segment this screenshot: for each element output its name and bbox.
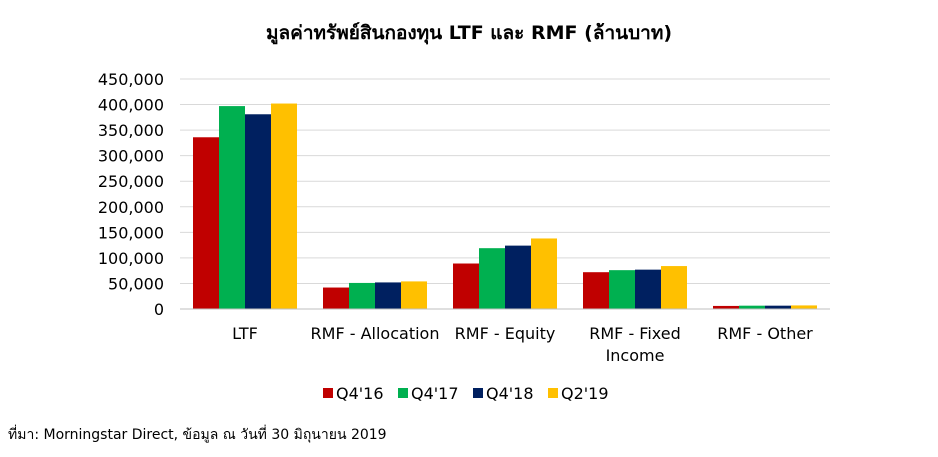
y-tick-label: 0 xyxy=(154,300,164,319)
bar xyxy=(635,269,661,309)
bar xyxy=(479,248,505,309)
legend-label: Q2'19 xyxy=(561,384,609,403)
x-tick-label: RMF - Allocation xyxy=(311,324,440,343)
legend-label: Q4'16 xyxy=(336,384,384,403)
x-axis-categories: LTF RMF - Allocation RMF - Equity RMF - Fix… xyxy=(232,324,813,365)
legend-swatch xyxy=(323,388,333,398)
y-tick-label: 400,000 xyxy=(98,96,164,115)
x-tick-label: RMF - Fixed xyxy=(589,324,681,343)
bar xyxy=(349,282,375,309)
x-tick-label: RMF - Other xyxy=(717,324,813,343)
bar xyxy=(375,282,401,309)
bar xyxy=(583,272,609,309)
bar xyxy=(245,114,271,310)
legend-swatch xyxy=(398,388,408,398)
bar xyxy=(739,305,765,309)
legend-label: Q4'18 xyxy=(486,384,534,403)
bar xyxy=(323,287,349,309)
bar xyxy=(219,106,245,309)
legend: Q4'16 Q4'17 Q4'18 Q2'19 xyxy=(323,384,609,403)
bar xyxy=(271,103,297,310)
y-tick-label: 450,000 xyxy=(98,70,164,89)
y-tick-label: 50,000 xyxy=(108,274,164,293)
chart-title: มูลค่าทรัพย์สินกองทุน LTF และ RMF (ล้านบ… xyxy=(265,22,673,44)
y-tick-label: 100,000 xyxy=(98,249,164,268)
y-tick-label: 200,000 xyxy=(98,198,164,217)
y-axis-ticks: 0 50,000 100,000 150,000 200,000 250,000 300,0… xyxy=(98,70,164,319)
x-tick-label: LTF xyxy=(232,324,258,343)
bar xyxy=(401,281,427,309)
bar xyxy=(453,263,479,309)
y-tick-label: 350,000 xyxy=(98,121,164,140)
y-tick-label: 300,000 xyxy=(98,147,164,166)
bar xyxy=(609,270,635,309)
bar xyxy=(765,305,791,309)
legend-label: Q4'17 xyxy=(411,384,459,403)
bar xyxy=(661,266,687,309)
bar xyxy=(791,305,817,309)
source-note: ที่มา: Morningstar Direct, ข้อมูล ณ วันท… xyxy=(8,427,387,443)
legend-swatch xyxy=(548,388,558,398)
x-tick-label: Income xyxy=(606,346,665,365)
bar xyxy=(531,238,557,309)
y-tick-label: 150,000 xyxy=(98,223,164,242)
legend-swatch xyxy=(473,388,483,398)
y-tick-label: 250,000 xyxy=(98,172,164,191)
bars xyxy=(193,103,817,310)
x-tick-label: RMF - Equity xyxy=(455,324,556,343)
bar xyxy=(505,245,531,309)
bar xyxy=(193,137,219,309)
bar xyxy=(713,305,739,309)
